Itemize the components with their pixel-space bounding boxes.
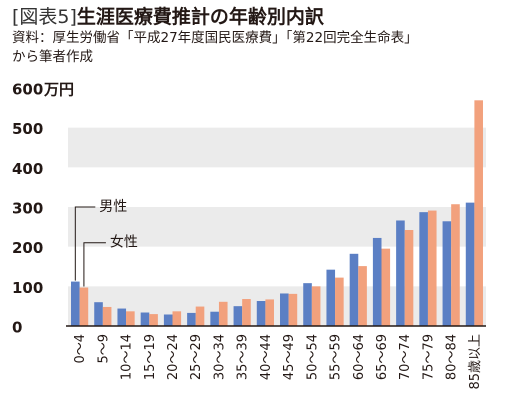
legend-leader-male [74,206,96,281]
bar-female [381,248,391,326]
bar-male [326,269,336,326]
bar-male [372,237,382,326]
x-tick-label: 15～19 [143,334,158,380]
bar-male [163,314,173,326]
figure-number: [図表5] [12,6,77,28]
x-tick-label: 60～64 [352,334,367,380]
x-tick-label: 50～54 [305,334,320,380]
x-tick-label: 85歳以上 [468,334,483,390]
y-tick-label: 200 [12,239,43,257]
x-tick-label: 45～49 [282,334,297,380]
bar-male [187,312,196,326]
x-tick-label: 70～74 [398,334,413,380]
bar-male [419,212,428,326]
bar-male [256,301,266,326]
bar-female [474,100,483,327]
bar-female [451,204,460,326]
bar-male [465,202,475,326]
bar-male [233,306,243,326]
x-tick-label: 30～34 [212,334,227,380]
bar-female [126,311,135,326]
grid-band [68,127,486,168]
bar-male [396,220,405,326]
x-tick-label: 0～4 [73,334,88,364]
source-line-1: 資料：厚生労働省「平成27年度国民医療費」「第22回完全生命表」 [12,30,418,46]
source-line-2: から筆者作成 [12,49,93,65]
source-note: 資料：厚生労働省「平成27年度国民医療費」「第22回完全生命表」 から筆者作成 [12,29,418,67]
bar-male [71,281,80,326]
x-tick-label: 65～69 [375,334,390,380]
x-tick-label: 40～44 [259,334,274,380]
x-tick-label: 25～29 [189,334,204,380]
x-tick-label: 75～79 [421,334,436,380]
y-tick-label: 400 [12,160,43,178]
bar-female [218,301,228,326]
bar-female [404,230,414,326]
x-tick-label: 35～39 [236,334,251,380]
bar-male [140,312,150,326]
bar-female [335,277,344,326]
y-unit-label: 万円 [43,81,74,99]
bar-female [172,311,182,326]
bar-male [117,308,127,326]
bar-female [242,299,251,326]
bar-male [349,253,359,326]
x-tick-label: 5～9 [96,334,111,364]
bar-female [195,306,205,326]
bar-female [358,266,367,326]
y-tick-label: 500 [12,120,43,138]
legend-leader-female [83,242,106,287]
x-tick-label: 55～59 [329,334,344,380]
bar-female [288,293,298,326]
bar-female [149,314,158,326]
legend-label-male: 男性 [99,199,127,215]
bar-female [265,299,274,326]
bar-female [79,287,89,326]
bar-male [303,283,312,326]
grid-band [68,207,486,247]
bar-female [102,306,112,326]
x-tick-label: 20～24 [166,334,181,380]
y-tick-label: 0 [12,319,22,337]
bar-male [94,302,103,326]
bar-male [280,293,289,326]
chart-title: [図表5]生涯医療費推計の年齢別内訳 [12,2,324,29]
bar-male [210,311,219,326]
bar-male [442,221,452,326]
bar-female [311,286,321,326]
y-tick-label: 300 [12,200,43,218]
y-tick-label: 600 [12,81,43,99]
figure-title: 生涯医療費推計の年齢別内訳 [76,6,324,28]
grid-band [68,286,486,326]
bar-female [427,210,437,326]
x-tick-label: 10～14 [120,334,135,380]
y-tick-label: 100 [12,279,43,297]
x-tick-label: 80～84 [445,334,460,380]
legend-label-female: 女性 [110,234,138,251]
